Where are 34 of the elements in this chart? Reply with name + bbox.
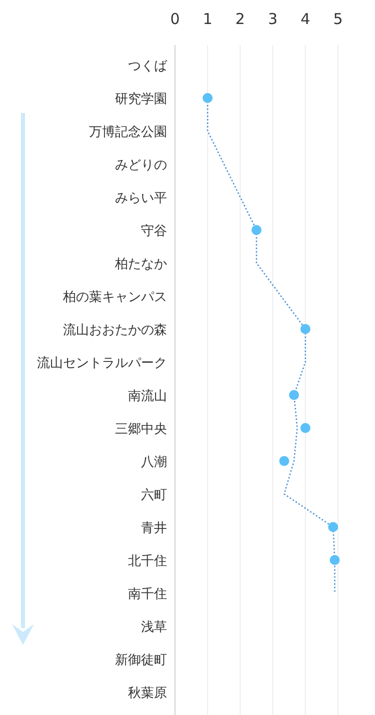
y-tick-label: 新御徒町 [115, 653, 167, 668]
point [328, 522, 338, 532]
y-tick-label: 柏たなか [114, 257, 167, 272]
x-tick-label: 1 [202, 10, 212, 28]
y-tick-label: 南流山 [128, 388, 167, 404]
y-tick-label: 南千住 [128, 587, 167, 602]
y-tick-label: 柏の葉キャンパス [62, 290, 167, 305]
x-tick-label: 0 [170, 10, 180, 28]
point [288, 390, 299, 400]
point [330, 555, 340, 565]
y-tick-label: 八潮 [141, 455, 167, 470]
point [300, 423, 310, 433]
y-tick-label: 流山セントラルパーク [37, 355, 167, 371]
x-tick-label: 5 [333, 10, 343, 28]
point [252, 225, 262, 235]
y-tick-label: みどりの [115, 158, 167, 173]
y-tick-label: つくば [128, 59, 168, 74]
y-tick-label: 万博記念公園 [89, 125, 167, 140]
y-tick-label: 守谷 [141, 224, 167, 239]
x-tick-label: 3 [268, 10, 278, 28]
y-tick-label: 北千住 [128, 554, 167, 569]
point [300, 324, 310, 334]
y-tick-label: 浅草 [141, 620, 167, 635]
x-tick-label: 4 [300, 10, 310, 28]
point [279, 456, 290, 466]
y-tick-label: 流山おおたかの森 [63, 322, 167, 338]
x-tick-label: 2 [235, 10, 245, 28]
y-tick-label: 青井 [141, 521, 167, 536]
y-tick-label: 研究学園 [115, 92, 167, 107]
y-tick-label: 三郷中央 [115, 422, 167, 437]
y-tick-label: 秋葉原 [128, 686, 167, 701]
point [202, 93, 213, 103]
y-tick-label: みらい平 [115, 191, 167, 206]
y-tick-label: 六町 [141, 488, 167, 503]
